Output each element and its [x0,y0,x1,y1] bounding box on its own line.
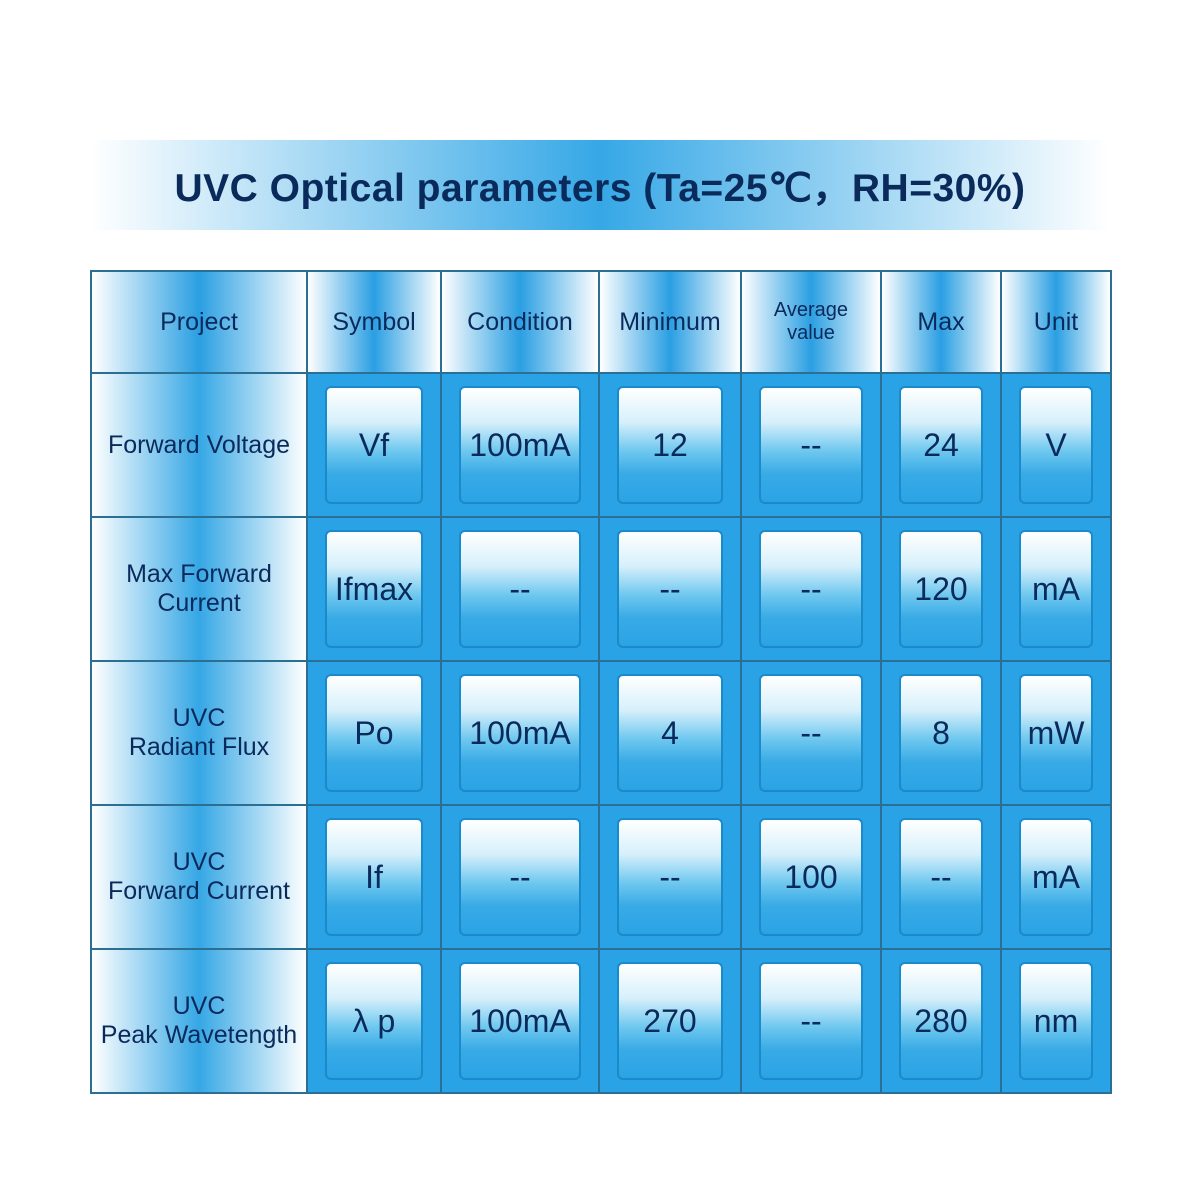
row-project: UVCForward Current [91,805,307,949]
cell-max: 280 [881,949,1001,1093]
cell-average: -- [741,373,881,517]
cell-minimum: 270 [599,949,741,1093]
cell-unit: mA [1001,805,1111,949]
cell-unit: mA [1001,517,1111,661]
col-minimum: Minimum [599,271,741,373]
cell-condition: -- [441,805,599,949]
cell-unit: nm [1001,949,1111,1093]
cell-minimum: -- [599,805,741,949]
col-project: Project [91,271,307,373]
spec-table: Project Symbol Condition Minimum Average… [90,270,1112,1094]
cell-value: -- [617,818,723,936]
cell-symbol: Ifmax [307,517,441,661]
title-bar: UVC Optical parameters (Ta=25℃，RH=30%) [90,140,1110,230]
cell-unit: V [1001,373,1111,517]
cell-condition: 100mA [441,661,599,805]
cell-value: 100 [759,818,863,936]
col-symbol: Symbol [307,271,441,373]
table-row: Max ForwardCurrentIfmax -- -- -- 120 mA [91,517,1111,661]
cell-max: 8 [881,661,1001,805]
cell-condition: 100mA [441,373,599,517]
cell-value: V [1019,386,1093,504]
cell-condition: 100mA [441,949,599,1093]
col-condition: Condition [441,271,599,373]
row-project: UVCRadiant Flux [91,661,307,805]
cell-value: 12 [617,386,723,504]
cell-condition: -- [441,517,599,661]
cell-value: 120 [899,530,983,648]
cell-value: -- [759,962,863,1080]
cell-value: -- [759,674,863,792]
cell-value: mW [1019,674,1093,792]
cell-value: Po [325,674,423,792]
cell-value: λ p [325,962,423,1080]
cell-symbol: λ p [307,949,441,1093]
cell-average: -- [741,517,881,661]
col-max: Max [881,271,1001,373]
cell-value: 8 [899,674,983,792]
cell-value: 100mA [459,674,581,792]
cell-symbol: Po [307,661,441,805]
cell-symbol: If [307,805,441,949]
cell-value: 100mA [459,386,581,504]
cell-average: -- [741,949,881,1093]
cell-value: -- [759,386,863,504]
cell-value: Ifmax [325,530,423,648]
cell-max: -- [881,805,1001,949]
cell-max: 120 [881,517,1001,661]
cell-value: 24 [899,386,983,504]
cell-value: nm [1019,962,1093,1080]
col-average: Average value [741,271,881,373]
cell-value: Vf [325,386,423,504]
cell-value: -- [759,530,863,648]
col-unit: Unit [1001,271,1111,373]
cell-value: If [325,818,423,936]
cell-value: 100mA [459,962,581,1080]
cell-value: -- [459,530,581,648]
row-project: UVCPeak Wavetength [91,949,307,1093]
cell-value: -- [899,818,983,936]
cell-symbol: Vf [307,373,441,517]
cell-value: -- [617,530,723,648]
table-body: Forward VoltageVf100mA12--24VMax Forward… [91,373,1111,1093]
cell-value: 280 [899,962,983,1080]
page: UVC Optical parameters (Ta=25℃，RH=30%) P… [0,0,1200,1200]
cell-value: mA [1019,818,1093,936]
cell-minimum: 4 [599,661,741,805]
page-title: UVC Optical parameters (Ta=25℃，RH=30%) [174,157,1025,213]
cell-average: 100 [741,805,881,949]
table-row: UVCForward CurrentIf -- -- 100 -- mA [91,805,1111,949]
cell-value: -- [459,818,581,936]
cell-average: -- [741,661,881,805]
cell-unit: mW [1001,661,1111,805]
cell-value: 4 [617,674,723,792]
cell-minimum: -- [599,517,741,661]
cell-max: 24 [881,373,1001,517]
table-row: Forward VoltageVf 100mA 12 -- 24 V [91,373,1111,517]
row-project: Forward Voltage [91,373,307,517]
table-row: UVCRadiant FluxPo 100mA 4 -- 8 mW [91,661,1111,805]
table-header-row: Project Symbol Condition Minimum Average… [91,271,1111,373]
row-project: Max ForwardCurrent [91,517,307,661]
cell-value: mA [1019,530,1093,648]
table-row: UVCPeak Wavetengthλ p 100mA 270 -- 280 nm [91,949,1111,1093]
cell-minimum: 12 [599,373,741,517]
cell-value: 270 [617,962,723,1080]
